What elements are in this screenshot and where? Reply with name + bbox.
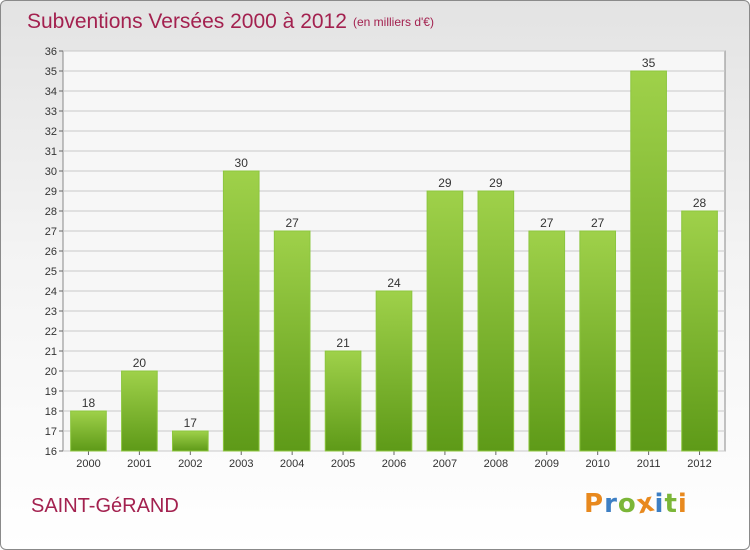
bar-2000[interactable] <box>70 410 107 452</box>
y-tick-label: 20 <box>45 366 57 378</box>
x-tick-label-2006: 2006 <box>382 458 406 470</box>
bar-2004[interactable] <box>273 230 311 452</box>
y-tick-label: 24 <box>45 286 57 298</box>
y-tick-label: 32 <box>45 126 57 138</box>
x-tick-label-2012: 2012 <box>687 458 711 470</box>
data-label-2005: 21 <box>336 336 350 350</box>
y-tick-label: 36 <box>45 46 57 58</box>
x-tick-label-2005: 2005 <box>331 458 355 470</box>
logo-letter: o <box>617 489 637 519</box>
bars <box>70 70 718 452</box>
x-tick-label-2000: 2000 <box>76 458 100 470</box>
y-tick-label: 34 <box>45 86 57 98</box>
x-tick-label-2004: 2004 <box>280 458 304 470</box>
logo-letter: i <box>677 489 688 519</box>
y-tick-label: 17 <box>45 426 57 438</box>
y-tick-label: 22 <box>45 326 57 338</box>
data-label-2002: 17 <box>184 416 198 430</box>
logo-letter: r <box>604 489 618 519</box>
data-label-2007: 29 <box>438 176 452 190</box>
data-label-2009: 27 <box>540 216 554 230</box>
bar-2011[interactable] <box>630 70 667 452</box>
data-label-2011: 35 <box>642 56 656 70</box>
logo-letter: i <box>654 489 665 519</box>
x-tick-label-2009: 2009 <box>535 458 559 470</box>
logo-letter: P <box>584 489 605 519</box>
bar-2001[interactable] <box>121 370 158 452</box>
bar-2005[interactable] <box>324 350 362 452</box>
x-tick-label-2001: 2001 <box>127 458 151 470</box>
x-tick-label-2007: 2007 <box>433 458 457 470</box>
bar-2006[interactable] <box>375 290 413 452</box>
y-tick-label: 26 <box>45 246 57 258</box>
data-label-2000: 18 <box>82 396 96 410</box>
bar-2002[interactable] <box>171 430 209 452</box>
y-tick-label: 16 <box>45 446 57 458</box>
y-tick-label: 28 <box>45 206 57 218</box>
y-tick-label: 35 <box>45 66 57 78</box>
x-tick-label-2002: 2002 <box>178 458 202 470</box>
chart-title: Subventions Versées 2000 à 2012 <box>27 10 347 33</box>
y-tick-label: 21 <box>45 346 57 358</box>
labels: 16 17 18 19 20 21 22 23 24 25 26 27 28 29 30 31 32 33 34 35… <box>45 46 712 470</box>
chart-subtitle: (en milliers d'€) <box>353 15 434 29</box>
y-tick-label: 18 <box>45 406 57 418</box>
commune-name: SAINT-GéRAND <box>31 495 179 517</box>
y-tick-label: 25 <box>45 266 57 278</box>
data-label-2003: 30 <box>235 156 249 170</box>
y-tick-label: 31 <box>45 146 57 158</box>
data-label-2008: 29 <box>489 176 503 190</box>
x-tick-label-2010: 2010 <box>585 458 609 470</box>
data-label-2012: 28 <box>693 196 707 210</box>
data-label-2001: 20 <box>133 356 147 370</box>
y-tick-label: 23 <box>45 306 57 318</box>
y-tick-label: 30 <box>45 166 57 178</box>
bar-2007[interactable] <box>426 190 464 452</box>
x-tick-label-2008: 2008 <box>484 458 508 470</box>
data-label-2010: 27 <box>591 216 605 230</box>
y-tick-label: 29 <box>45 186 57 198</box>
logo-letter: t <box>664 489 678 519</box>
y-tick-label: 33 <box>45 106 57 118</box>
x-tick-label-2011: 2011 <box>637 458 661 470</box>
y-tick-label: 19 <box>45 386 57 398</box>
bar-2010[interactable] <box>579 230 617 452</box>
bar-2008[interactable] <box>477 190 515 452</box>
data-label-2006: 24 <box>387 276 401 290</box>
x-tick-label-2003: 2003 <box>229 458 253 470</box>
bar-2003[interactable] <box>222 170 260 452</box>
bar-2012[interactable] <box>681 210 718 452</box>
y-tick-label: 27 <box>45 226 57 238</box>
data-label-2004: 27 <box>285 216 299 230</box>
bar-2009[interactable] <box>528 230 566 452</box>
proxiti-logo[interactable]: Proxiti <box>584 487 688 520</box>
